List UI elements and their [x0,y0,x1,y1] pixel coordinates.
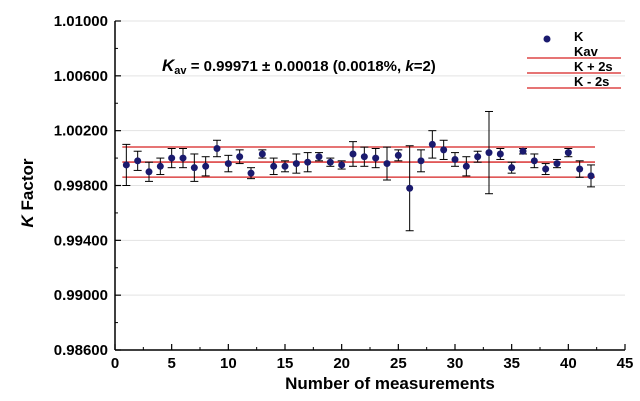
legend-label-lower: K - 2s [574,74,609,89]
data-point-22 [360,153,368,161]
data-point-19 [326,158,334,166]
data-point-29 [440,146,448,154]
anno-main: = 0.99971 ± 0.00018 (0.0018%, [187,58,406,75]
anno-k2: k [405,58,414,75]
data-point-35 [508,164,516,172]
data-point-27 [417,157,425,165]
data-points [122,140,595,192]
x-tick-label-40: 40 [560,355,577,372]
data-point-37 [530,157,538,165]
data-point-18 [315,153,323,161]
data-point-20 [338,161,346,169]
chart-legend: K Kav K + 2s K - 2s [527,29,621,89]
y-tick-label-3: 0.99800 [54,178,108,195]
data-point-4 [156,162,164,170]
data-point-8 [202,162,210,170]
anno-k: K [162,56,176,75]
plot-gridlines [115,20,625,351]
y-axis-title-k: K [18,213,37,227]
x-axis-ticks: 0 5 10 15 20 25 30 35 40 45 [111,344,634,372]
data-point-10 [224,160,232,168]
y-axis-title-rest: Factor [18,158,37,215]
data-point-32 [474,153,482,161]
data-point-36 [519,147,527,155]
data-point-9 [213,144,221,152]
data-point-2 [134,157,142,165]
data-point-3 [145,168,153,176]
x-tick-label-0: 0 [111,355,119,372]
data-point-33 [485,149,493,157]
y-tick-label-6: 1.01000 [54,13,108,30]
anno-sub: av [174,65,187,77]
y-tick-label-5: 1.00600 [54,68,108,85]
data-point-38 [542,165,550,173]
data-point-21 [349,150,357,158]
data-point-39 [553,160,561,168]
x-tick-label-30: 30 [447,355,464,372]
legend-label-k: K [574,29,584,44]
x-axis-title: Number of measurements [285,374,495,393]
x-tick-label-20: 20 [333,355,350,372]
y-tick-label-1: 0.99000 [54,287,108,304]
kav-annotation: Kav = 0.99971 ± 0.00018 (0.0018%, k=2) [162,56,436,77]
data-point-42 [587,172,595,180]
x-tick-label-35: 35 [503,355,520,372]
data-point-7 [190,164,198,172]
data-point-1 [122,161,130,169]
y-axis-title: K Factor [18,158,37,227]
y-tick-label-4: 1.00200 [54,123,108,140]
anno-tail: =2) [414,58,436,75]
data-point-31 [462,162,470,170]
data-point-26 [406,184,414,192]
data-point-13 [258,150,266,158]
data-point-12 [247,169,255,177]
data-point-30 [451,155,459,163]
data-point-11 [236,153,244,161]
data-point-41 [576,165,584,173]
legend-marker-k [543,35,551,43]
data-point-23 [372,154,380,162]
error-bars [122,110,595,232]
data-point-6 [179,154,187,162]
data-point-14 [270,162,278,170]
data-point-24 [383,160,391,168]
data-point-28 [428,140,436,148]
data-point-16 [292,160,300,168]
legend-label-upper: K + 2s [574,59,613,74]
x-tick-label-5: 5 [167,355,175,372]
data-point-5 [168,154,176,162]
reference-lines [122,146,595,178]
legend-label-kav: Kav [574,44,599,59]
y-axis-ticks: 0.98600 0.99000 0.99400 0.99800 1.00200 1.006… [54,13,121,359]
data-point-17 [304,158,312,166]
x-tick-label-25: 25 [390,355,407,372]
x-tick-label-45: 45 [617,355,634,372]
x-tick-label-10: 10 [220,355,237,372]
y-tick-label-2: 0.99400 [54,232,108,249]
data-point-15 [281,162,289,170]
data-point-25 [394,151,402,159]
x-tick-label-15: 15 [277,355,294,372]
y-tick-label-0: 0.98600 [54,342,108,359]
data-point-34 [496,150,504,158]
data-point-40 [564,149,572,157]
